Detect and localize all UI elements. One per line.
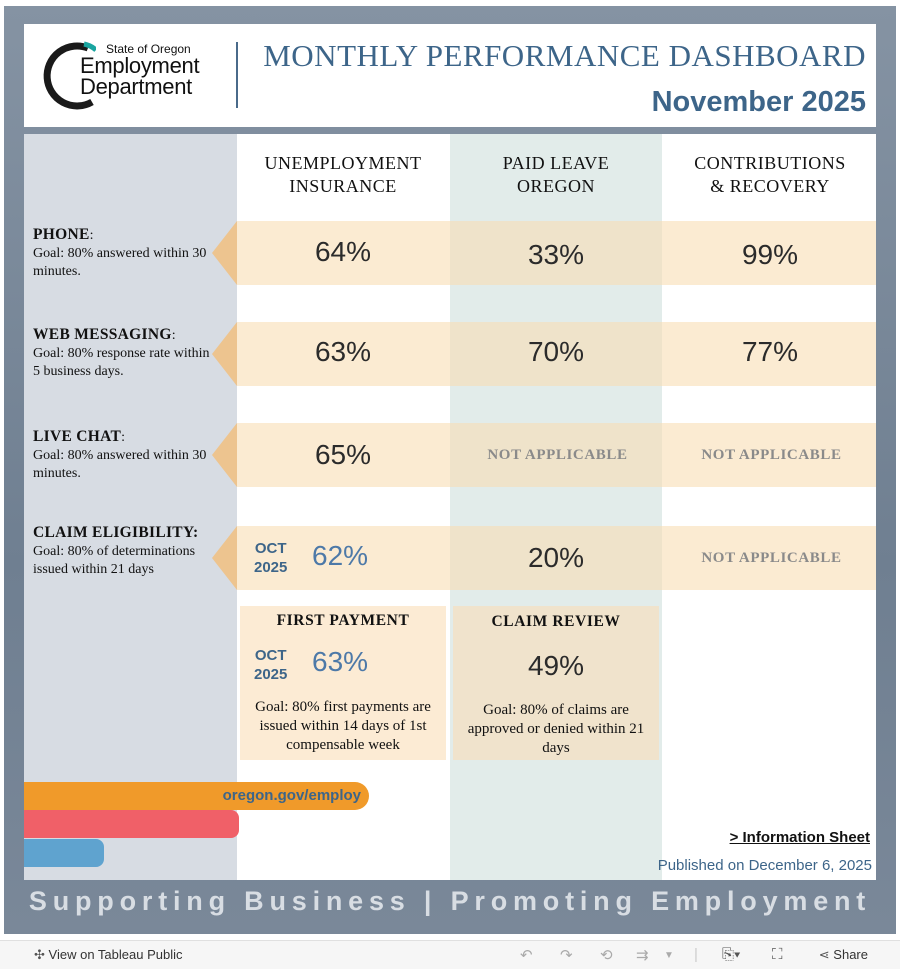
web-messaging-row-arrow <box>212 322 237 386</box>
web-messaging-ui-value: 63% <box>314 336 372 367</box>
column-header-unemployment: UNEMPLOYMENT INSURANCE <box>264 153 422 196</box>
web-messaging-pl-value: 70% <box>527 336 585 367</box>
first-payment-value: 63% <box>312 646 369 677</box>
claim-review-title: CLAIM REVIEW <box>491 613 621 630</box>
phone-row-label: PHONE: Goal: 80% answered within 30 minu… <box>33 226 207 279</box>
row-goal: Goal: 80% of determinations issued withi… <box>33 544 196 577</box>
view-on-tableau-label: View on Tableau Public <box>48 947 183 962</box>
share-button[interactable]: ⋖ Share <box>819 947 868 963</box>
row-title: WEB MESSAGING <box>33 326 172 343</box>
row-goal: Goal: 80% answered within 30 minutes. <box>33 448 207 481</box>
row-title: LIVE CHAT <box>33 428 122 445</box>
logo-state-text: State of Oregon <box>106 42 191 56</box>
download-icon[interactable]: ⎘▾ <box>722 946 741 963</box>
undo-icon[interactable]: ↶ <box>520 947 533 964</box>
row-goal: Goal: 80% answered within 30 minutes. <box>33 246 207 279</box>
first-payment-card: FIRST PAYMENT OCT 2025 63% Goal: 80% fir… <box>240 606 446 760</box>
row-title: PHONE <box>33 226 90 243</box>
logo-line-1: Employment <box>80 53 200 78</box>
row-title: CLAIM ELIGIBILITY: <box>33 524 199 541</box>
phone-ui-value: 64% <box>314 236 372 267</box>
claim-eligibility-period: OCT 2025 <box>254 540 288 576</box>
phone-row-band <box>237 221 876 285</box>
blue-accent-bar <box>24 839 104 867</box>
url-bar[interactable]: oregon.gov/employ <box>24 782 369 810</box>
logo-line-2: Department <box>80 74 192 99</box>
employment-department-logo: State of Oregon Employment Department <box>36 38 226 118</box>
refresh-icon[interactable]: ⇉ <box>636 947 649 964</box>
row-goal: Goal: 80% response rate within 5 busines… <box>33 346 210 379</box>
phone-cr-value: 99% <box>741 239 799 270</box>
tableau-icon: ✣ <box>34 947 45 962</box>
tableau-toolbar: ✣ View on Tableau Public ↶ ↷ ⟲ ⇉ ▼ | ⎘▾ … <box>0 940 900 969</box>
metrics-panel: UNEMPLOYMENT INSURANCE PAID LEAVE OREGON… <box>24 134 876 880</box>
share-icon: ⋖ <box>818 947 830 962</box>
first-payment-goal: Goal: 80% first payments are issued with… <box>255 699 431 753</box>
row-label-column <box>24 134 237 880</box>
oregon-url-link[interactable]: oregon.gov/employ <box>222 787 361 804</box>
first-payment-title: FIRST PAYMENT <box>276 612 410 629</box>
logo-swoosh-icon <box>43 41 96 110</box>
claim-eligibility-pl-value: 20% <box>527 542 585 573</box>
refresh-dropdown-icon[interactable]: ▼ <box>664 950 674 961</box>
phone-row-arrow <box>212 221 237 285</box>
claim-review-card: CLAIM REVIEW 49% Goal: 80% of claims are… <box>453 606 659 760</box>
claim-review-goal: Goal: 80% of claims are approved or deni… <box>467 702 645 756</box>
published-date: Published on December 6, 2025 <box>657 857 872 874</box>
live-chat-row-arrow <box>212 423 237 487</box>
live-chat-row-label: LIVE CHAT: Goal: 80% answered within 30 … <box>33 428 207 481</box>
header-divider <box>236 42 238 108</box>
claim-eligibility-row-arrow <box>212 526 237 590</box>
information-sheet-link[interactable]: > Information Sheet <box>729 829 870 846</box>
claim-eligibility-cr-not-applicable: NOT APPLICABLE <box>701 550 842 566</box>
dashboard-header: State of Oregon Employment Department MO… <box>24 24 876 127</box>
web-messaging-cr-value: 77% <box>741 336 799 367</box>
tagline: Supporting Business | Promoting Employme… <box>28 886 872 916</box>
live-chat-ui-value: 65% <box>314 439 372 470</box>
revert-icon[interactable]: ⟲ <box>600 947 613 964</box>
report-month: November 2025 <box>651 86 866 118</box>
share-label: Share <box>833 947 868 962</box>
phone-pl-value: 33% <box>527 239 585 270</box>
claim-eligibility-ui-value: 62% <box>312 540 369 571</box>
live-chat-pl-not-applicable: NOT APPLICABLE <box>487 447 628 463</box>
logo-name: Employment Department <box>80 53 200 99</box>
claim-eligibility-row-label: CLAIM ELIGIBILITY: Goal: 80% of determin… <box>33 524 213 579</box>
toolbar-separator: | <box>694 946 698 963</box>
view-on-tableau-button[interactable]: ✣ View on Tableau Public <box>34 947 182 963</box>
redo-icon[interactable]: ↷ <box>560 947 573 964</box>
claim-eligibility-row-band <box>237 526 876 590</box>
column-header-paid-leave: PAID LEAVE OREGON <box>502 153 610 196</box>
live-chat-row-band <box>237 423 876 487</box>
dashboard-title: MONTHLY PERFORMANCE DASHBOARD <box>263 38 866 73</box>
web-messaging-row-band <box>237 322 876 386</box>
first-payment-period: OCT 2025 <box>254 647 288 683</box>
red-accent-bar <box>24 810 239 838</box>
fullscreen-icon[interactable]: ⛶ <box>772 946 783 963</box>
web-messaging-row-label: WEB MESSAGING: Goal: 80% response rate w… <box>33 326 210 379</box>
column-header-contributions: CONTRIBUTIONS & RECOVERY <box>694 153 846 196</box>
claim-review-value: 49% <box>527 650 585 681</box>
live-chat-cr-not-applicable: NOT APPLICABLE <box>701 447 842 463</box>
